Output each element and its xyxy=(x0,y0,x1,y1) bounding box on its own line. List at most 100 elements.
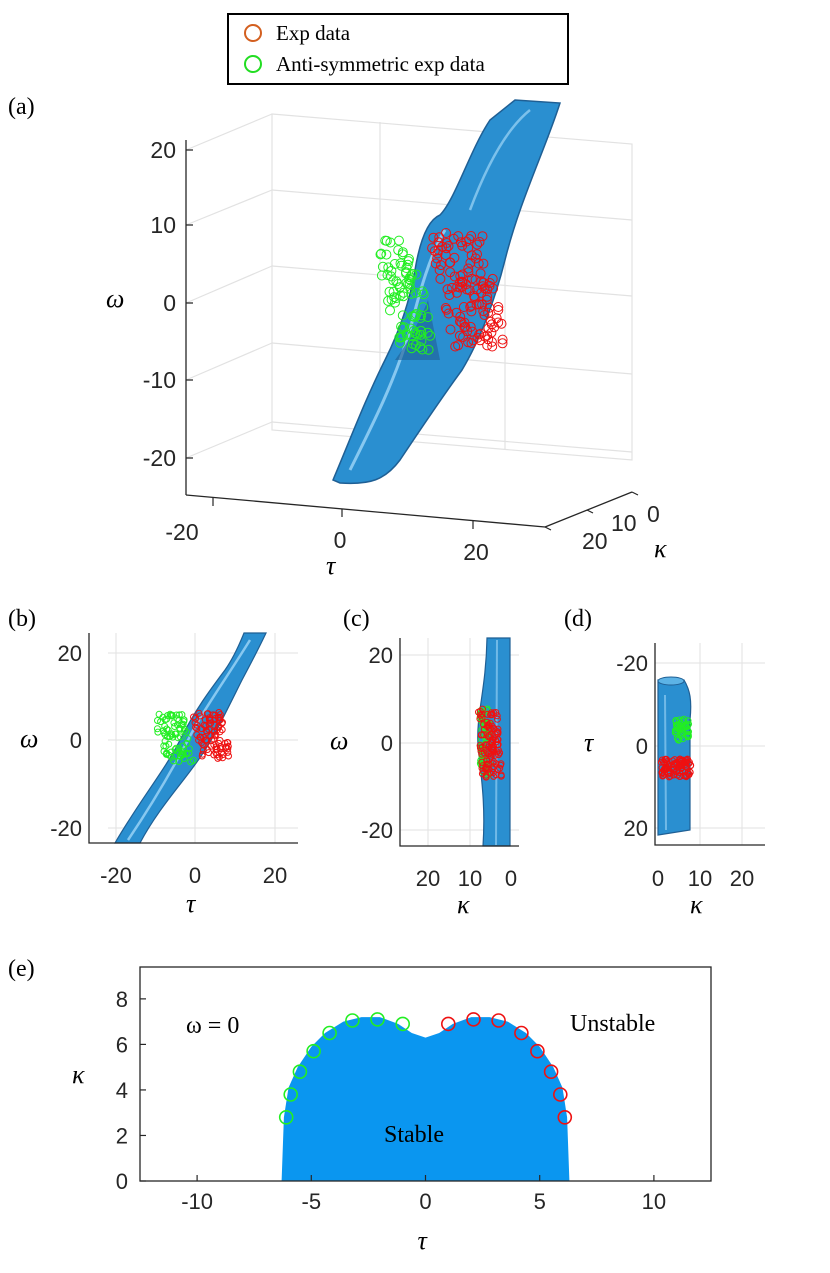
exp-marker xyxy=(488,765,496,773)
exp-marker xyxy=(441,228,451,238)
anti-exp-marker xyxy=(391,293,402,304)
exp-marker xyxy=(215,709,223,716)
exp-marker xyxy=(445,324,456,335)
c-xtick-0: 0 xyxy=(505,866,517,891)
panel-b-xlabel: τ xyxy=(186,889,197,918)
panel-label-a: (a) xyxy=(8,94,35,120)
anti-exp-marker xyxy=(181,727,188,735)
exp-marker xyxy=(457,269,468,280)
anti-exp-marker xyxy=(375,249,386,260)
exp-marker xyxy=(427,243,438,254)
anti-exp-marker xyxy=(406,288,417,299)
exp-marker xyxy=(678,762,686,770)
exp-marker xyxy=(483,756,491,764)
anti-exp-marker xyxy=(172,744,180,752)
exp-marker xyxy=(443,308,454,319)
exp-marker xyxy=(207,719,215,727)
annotation-unstable: Unstable xyxy=(570,1011,655,1037)
exp-marker xyxy=(484,721,492,729)
exp-marker xyxy=(478,770,486,778)
exp-marker xyxy=(429,246,440,257)
legend-label-anti: Anti-symmetric exp data xyxy=(276,52,485,76)
exp-marker xyxy=(458,302,469,312)
exp-marker xyxy=(479,705,486,713)
legend-label-exp: Exp data xyxy=(276,21,351,45)
anti-exp-marker xyxy=(391,276,402,287)
anti-exp-marker xyxy=(167,730,175,738)
exp-marker xyxy=(488,737,496,745)
panel-e-xlabel: τ xyxy=(418,1226,429,1255)
panel-c-ylabel: ω xyxy=(330,726,348,755)
exp-marker xyxy=(663,758,671,766)
panel-b-grid xyxy=(108,633,298,843)
exp-marker xyxy=(466,338,477,349)
b-ytick-20: 20 xyxy=(58,641,82,666)
anti-exp-marker xyxy=(175,758,183,765)
anti-exp-data-point xyxy=(345,1013,360,1028)
anti-exp-marker xyxy=(679,728,687,736)
b-xtick-20: 20 xyxy=(263,863,287,888)
anti-exp-marker xyxy=(385,305,395,316)
anti-exp-marker xyxy=(170,757,178,765)
exp-marker xyxy=(465,257,476,268)
exp-marker xyxy=(497,338,508,349)
tau-tick-0: 0 xyxy=(334,527,347,553)
d-ytick-0: 0 xyxy=(636,734,648,759)
anti-exp-marker xyxy=(406,343,417,354)
exp-marker xyxy=(451,307,462,318)
anti-exp-marker xyxy=(388,286,399,297)
panel-d: -20 0 20 τ 0 10 20 κ xyxy=(584,643,765,919)
anti-exp-marker xyxy=(381,249,392,260)
anti-exp-marker xyxy=(390,297,400,308)
x-tick-label: -5 xyxy=(302,1189,322,1214)
panel-label-b: (b) xyxy=(8,606,36,632)
exp-marker xyxy=(200,721,208,729)
exp-marker xyxy=(208,736,216,744)
panel-a-omega-ticks: 20 10 0 -10 -20 xyxy=(143,137,176,471)
anti-exp-marker xyxy=(389,259,400,269)
panel-d-xlabel: κ xyxy=(690,890,703,919)
exp-data-point xyxy=(466,1012,481,1027)
b-xtick-m20: -20 xyxy=(100,863,132,888)
exp-marker xyxy=(670,760,677,768)
exp-data-point xyxy=(552,1087,568,1102)
panel-a-axes xyxy=(185,140,633,528)
exp-marker xyxy=(478,714,486,722)
exp-marker xyxy=(432,253,443,264)
exp-marker xyxy=(491,731,499,739)
exp-marker xyxy=(463,263,474,274)
y-tick-label: 6 xyxy=(116,1032,128,1057)
panel-a-tau-ticks: -20 0 20 xyxy=(165,519,488,565)
exp-marker xyxy=(494,746,502,754)
panel-b-highlight xyxy=(126,639,252,841)
anti-exp-data-point xyxy=(306,1043,321,1059)
anti-exp-marker xyxy=(155,710,163,718)
omega-tick-10: 10 xyxy=(150,212,176,238)
anti-exp-marker xyxy=(674,724,682,732)
anti-exp-marker xyxy=(153,725,161,733)
anti-exp-marker xyxy=(476,759,484,767)
anti-exp-marker xyxy=(184,735,192,743)
exp-marker xyxy=(494,725,502,733)
exp-data-point xyxy=(491,1013,506,1028)
anti-exp-marker xyxy=(404,254,414,264)
exp-marker xyxy=(686,768,694,776)
panel-c-grid xyxy=(400,638,519,846)
legend: Exp data Anti-symmetric exp data xyxy=(227,13,569,85)
exp-marker xyxy=(475,268,486,279)
exp-marker xyxy=(441,243,452,254)
anti-exp-data-point xyxy=(395,1016,411,1032)
exp-marker xyxy=(497,771,505,779)
exp-marker xyxy=(190,713,197,721)
exp-marker xyxy=(440,303,451,313)
anti-exp-marker xyxy=(386,265,397,276)
exp-marker xyxy=(455,271,466,281)
exp-marker xyxy=(469,292,480,303)
exp-marker xyxy=(430,258,441,269)
anti-exp-data-point xyxy=(370,1012,385,1027)
exp-marker xyxy=(442,284,453,295)
panel-b-ylabel: ω xyxy=(20,724,38,753)
exp-marker xyxy=(660,766,668,774)
anti-exp-marker xyxy=(178,748,186,756)
exp-marker xyxy=(432,248,443,259)
